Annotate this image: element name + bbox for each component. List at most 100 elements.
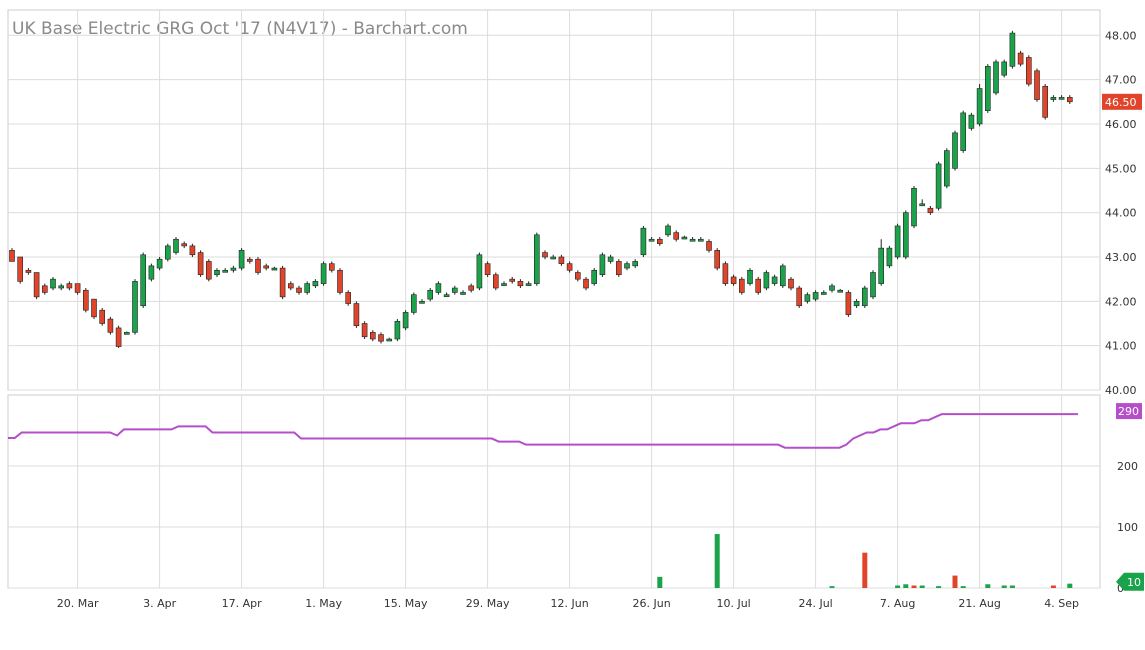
candle-body (681, 236, 688, 240)
candle-body (820, 292, 827, 295)
candle-body (173, 238, 179, 253)
candle-body (771, 276, 778, 284)
candle-body (107, 318, 114, 333)
candle-body (509, 278, 516, 282)
candle-body (328, 263, 335, 271)
candle-body (345, 292, 352, 304)
candle-body (738, 278, 745, 293)
candle-body (550, 256, 557, 260)
candle-body (361, 323, 368, 338)
candle-body (1050, 97, 1057, 100)
price-tick-label: 48.00 (1105, 29, 1137, 42)
candle-body (960, 112, 967, 151)
volume-bar (829, 586, 835, 588)
candle-body (878, 247, 885, 284)
candle-body (468, 285, 475, 291)
grid-lines (7, 9, 1101, 589)
x-tick-label: 26. Jun (633, 597, 671, 610)
candle-body (1067, 97, 1073, 103)
candle-body (697, 238, 704, 242)
candle-body (1026, 57, 1032, 85)
candle-body (607, 256, 614, 262)
candle-body (1034, 70, 1040, 100)
candle-body (279, 267, 286, 298)
candle-body (968, 114, 975, 129)
candle-body (1017, 52, 1024, 65)
volume-bar (919, 585, 925, 588)
candle-body (574, 272, 581, 280)
candle-body (952, 132, 958, 169)
candle-body (714, 250, 721, 269)
candle-body (320, 263, 327, 284)
price-tick-label: 42.00 (1105, 295, 1137, 308)
price-tick-label: 45.00 (1105, 162, 1137, 175)
candle-body (304, 283, 311, 293)
candle-body (894, 225, 901, 258)
candle-body (1009, 32, 1016, 67)
candle-body (788, 278, 794, 289)
candle-body (165, 245, 171, 260)
candle-body (99, 309, 105, 324)
last-price-label: 46.50 (1105, 96, 1137, 109)
candle-body (427, 289, 434, 300)
candle-body (443, 294, 450, 297)
x-tick-label: 24. Jul (798, 597, 832, 610)
candle-body (419, 301, 425, 304)
candles (9, 30, 1073, 348)
candle-body (230, 267, 237, 271)
candle-body (460, 292, 466, 295)
volume-bar (657, 576, 663, 588)
candle-body (796, 287, 803, 307)
candle-body (673, 232, 680, 240)
candle-body (1001, 61, 1008, 76)
price-tick-label: 41.00 (1105, 340, 1137, 353)
open-interest-line (8, 413, 1078, 449)
candle-body (927, 207, 934, 213)
candle-body (656, 238, 663, 244)
x-tick-label: 15. May (384, 597, 428, 610)
candle-body (632, 261, 639, 267)
candle-body (689, 238, 696, 242)
candle-body (41, 285, 48, 293)
candle-body (25, 269, 32, 273)
candle-body (615, 261, 622, 276)
price-tick-label: 47.00 (1105, 74, 1137, 87)
candle-body (33, 272, 40, 298)
candle-body (665, 225, 671, 236)
oi-tick-label: 0 (1117, 582, 1124, 595)
candle-body (132, 281, 138, 333)
oi-last-label: 290 (1118, 405, 1139, 418)
candle-body (214, 269, 220, 276)
volume-bar (911, 585, 917, 588)
candle-body (17, 256, 24, 282)
candle-body (706, 241, 712, 251)
candle-body (976, 88, 983, 125)
candle-body (58, 285, 65, 289)
candle-body (386, 338, 393, 342)
candle-body (124, 332, 130, 335)
candle-body (247, 258, 253, 262)
candle-body (1058, 97, 1065, 100)
candle-body (206, 261, 212, 280)
candle-body (263, 265, 270, 269)
candle-body (763, 272, 770, 289)
candle-body (583, 278, 589, 289)
candle-body (542, 252, 548, 258)
x-tick-label: 17. Apr (222, 597, 262, 610)
x-tick-label: 29. May (466, 597, 510, 610)
candle-body (476, 254, 483, 289)
candle-body (74, 283, 81, 293)
x-tick-label: 7. Aug (880, 597, 915, 610)
candle-body (525, 283, 532, 286)
candle-body (271, 267, 278, 271)
volume-bar (985, 584, 991, 588)
price-tick-label: 46.00 (1105, 118, 1137, 131)
x-tick-label: 3. Apr (143, 597, 176, 610)
candle-body (566, 263, 573, 271)
candle-body (9, 250, 15, 262)
candle-body (648, 238, 655, 242)
candle-body (755, 278, 762, 293)
volume-bar (1009, 585, 1015, 588)
candle-body (730, 276, 737, 284)
candle-body (902, 212, 909, 258)
